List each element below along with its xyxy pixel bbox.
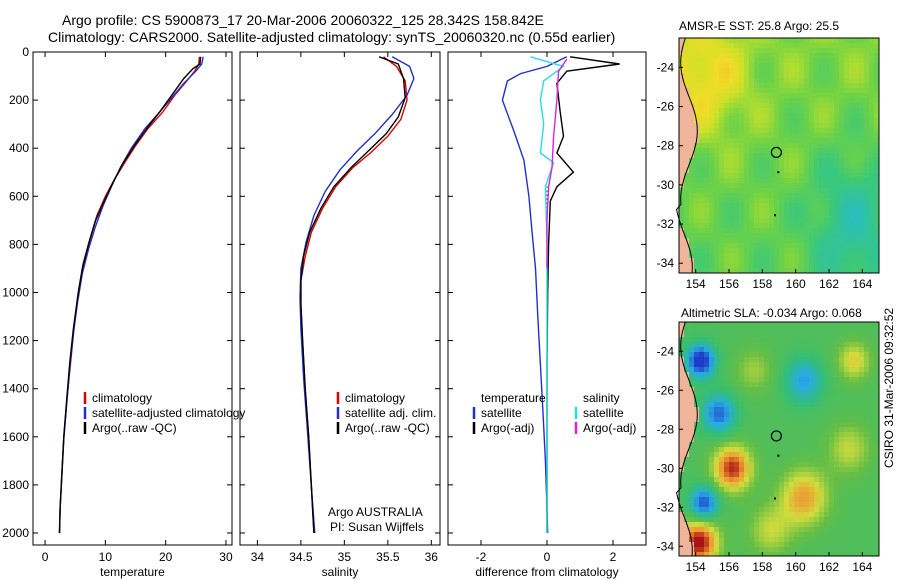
map-ytick-label: -24 <box>657 344 675 358</box>
map-panel-sst: AMSR-E SST: 25.8 Argo: 25.5 154 156 158 160 1… <box>657 19 880 291</box>
island-0 <box>777 454 780 457</box>
float-position-marker-sla <box>770 430 782 442</box>
temperature-ytick-label: 0 <box>22 45 29 59</box>
salinity-series-satellite-adj-clim- <box>299 56 415 534</box>
map-ytick-label: -26 <box>657 383 675 397</box>
figure-title-line-2: Climatology: CARS2000. Satellite-adjuste… <box>48 29 616 45</box>
salinity-series-argo-raw-qc- <box>300 56 406 534</box>
temperature-series-argo-raw-qc- <box>58 56 202 534</box>
difference-series-salinity-argo-adj- <box>546 58 568 269</box>
map-frame-sst <box>678 37 880 274</box>
temperature-ytick-label: 400 <box>9 141 29 155</box>
salinity-frame <box>239 51 441 546</box>
salinity-xtick-label: 35 <box>338 550 352 564</box>
sal-legend-0-label: climatology <box>345 391 405 405</box>
island-1 <box>774 497 776 500</box>
diff-legend-temp-argo-label: Argo(-adj) <box>481 421 534 435</box>
map-xtick-label: 156 <box>719 560 739 574</box>
difference-series-salinity-satellite <box>530 56 566 533</box>
temperature-ytick-label: 800 <box>9 237 29 251</box>
map-ytick-label: -32 <box>657 217 675 231</box>
temperature-ytick-label: 2000 <box>2 526 29 540</box>
temperature-xtick-label: 10 <box>99 550 113 564</box>
map-xtick-label: 158 <box>752 277 772 291</box>
map-title-sla: Altimetric SLA: -0.034 Argo: 0.068 <box>681 306 862 320</box>
diff-legend-temp-sat-label: satellite <box>481 406 522 420</box>
map-ytick-label: -24 <box>657 60 675 74</box>
difference-xlabel: difference from climatology <box>475 565 618 579</box>
map-xtick-label: 162 <box>819 560 839 574</box>
temperature-ytick-label: 1800 <box>2 478 29 492</box>
difference-xtick-label: 0 <box>544 550 551 564</box>
diff-legend-header-temperature: temperature <box>481 391 546 405</box>
map-ytick-label: -28 <box>657 422 675 436</box>
map-ytick-label: -32 <box>657 500 675 514</box>
island-1 <box>774 214 776 217</box>
map-title-sst: AMSR-E SST: 25.8 Argo: 25.5 <box>679 19 839 33</box>
map-ytick-label: -28 <box>657 139 675 153</box>
map-xtick-label: 164 <box>852 277 872 291</box>
temperature-ytick-label: 600 <box>9 189 29 203</box>
map-frame-sla <box>678 321 880 557</box>
map-ytick-label: -26 <box>657 100 675 114</box>
temperature-ytick-label: 1000 <box>2 285 29 299</box>
coastline-sst <box>676 37 698 274</box>
diff-legend-header-salinity: salinity <box>583 391 620 405</box>
island-0 <box>777 171 780 174</box>
map-ytick-label: -30 <box>657 461 675 475</box>
map-xtick-label: 162 <box>819 277 839 291</box>
temperature-frame <box>32 51 233 546</box>
map-field-sla <box>679 322 880 557</box>
figure-title-line-1: Argo profile: CS 5900873_17 20-Mar-2006 … <box>62 12 544 28</box>
panel-salinity: 34 34.5 35 35.5 36 salinity <box>239 51 441 579</box>
temperature-ytick-label: 1400 <box>2 382 29 396</box>
temp-legend-2-label: Argo(..raw -QC) <box>92 421 177 435</box>
map-ytick-label: -30 <box>657 178 675 192</box>
temp-legend-0-label: climatology <box>92 391 152 405</box>
float-agency-annotation: Argo AUSTRALIA <box>328 505 423 519</box>
sal-legend-1-label: satellite adj. clim. <box>345 406 436 420</box>
sal-legend-2-label: Argo(..raw -QC) <box>345 421 430 435</box>
map-panel-sla: Altimetric SLA: -0.034 Argo: 0.068 154 156… <box>657 306 880 574</box>
coastline-sla <box>676 321 698 557</box>
salinity-xtick-label: 34 <box>251 550 265 564</box>
diff-legend-sal-argo-label: Argo(-adj) <box>583 421 636 435</box>
map-xtick-label: 154 <box>686 277 706 291</box>
temp-legend-1-label: satellite-adjusted climatology <box>92 406 245 420</box>
map-xtick-label: 160 <box>786 560 806 574</box>
map-xtick-label: 156 <box>719 277 739 291</box>
temperature-ytick-label: 200 <box>9 93 29 107</box>
map-xtick-label: 154 <box>686 560 706 574</box>
float-position-marker-sst <box>770 146 782 159</box>
map-ytick-label: -34 <box>657 256 675 270</box>
salinity-xtick-label: 34.5 <box>289 550 313 564</box>
map-field-sst <box>679 38 880 274</box>
temperature-ytick-label: 1200 <box>2 334 29 348</box>
diff-legend-sal-sat-label: satellite <box>583 406 624 420</box>
salinity-xlabel: salinity <box>322 565 359 579</box>
difference-xtick-label: -2 <box>476 550 487 564</box>
panel-temperature: 0 10 20 30 0 200 400 600 800 1000 1200 1400 1600 1800… <box>2 45 233 579</box>
map-xtick-label: 158 <box>752 560 772 574</box>
temperature-xtick-label: 0 <box>42 550 49 564</box>
temperature-xlabel: temperature <box>100 565 165 579</box>
map-xtick-label: 160 <box>786 277 806 291</box>
salinity-xtick-label: 35.5 <box>376 550 400 564</box>
map-ytick-label: -34 <box>657 539 675 553</box>
timestamp-stamp: CSIRO 31-Mar-2006 09:32:52 <box>882 308 896 468</box>
map-xtick-label: 164 <box>852 560 872 574</box>
temperature-xtick-label: 30 <box>219 550 233 564</box>
salinity-xtick-label: 36 <box>425 550 439 564</box>
temperature-ytick-label: 1600 <box>2 430 29 444</box>
difference-series-temperature-satellite <box>501 56 568 534</box>
float-pi-annotation: PI: Susan Wijffels <box>330 520 424 534</box>
temperature-xtick-label: 20 <box>159 550 173 564</box>
difference-xtick-label: 2 <box>610 550 617 564</box>
